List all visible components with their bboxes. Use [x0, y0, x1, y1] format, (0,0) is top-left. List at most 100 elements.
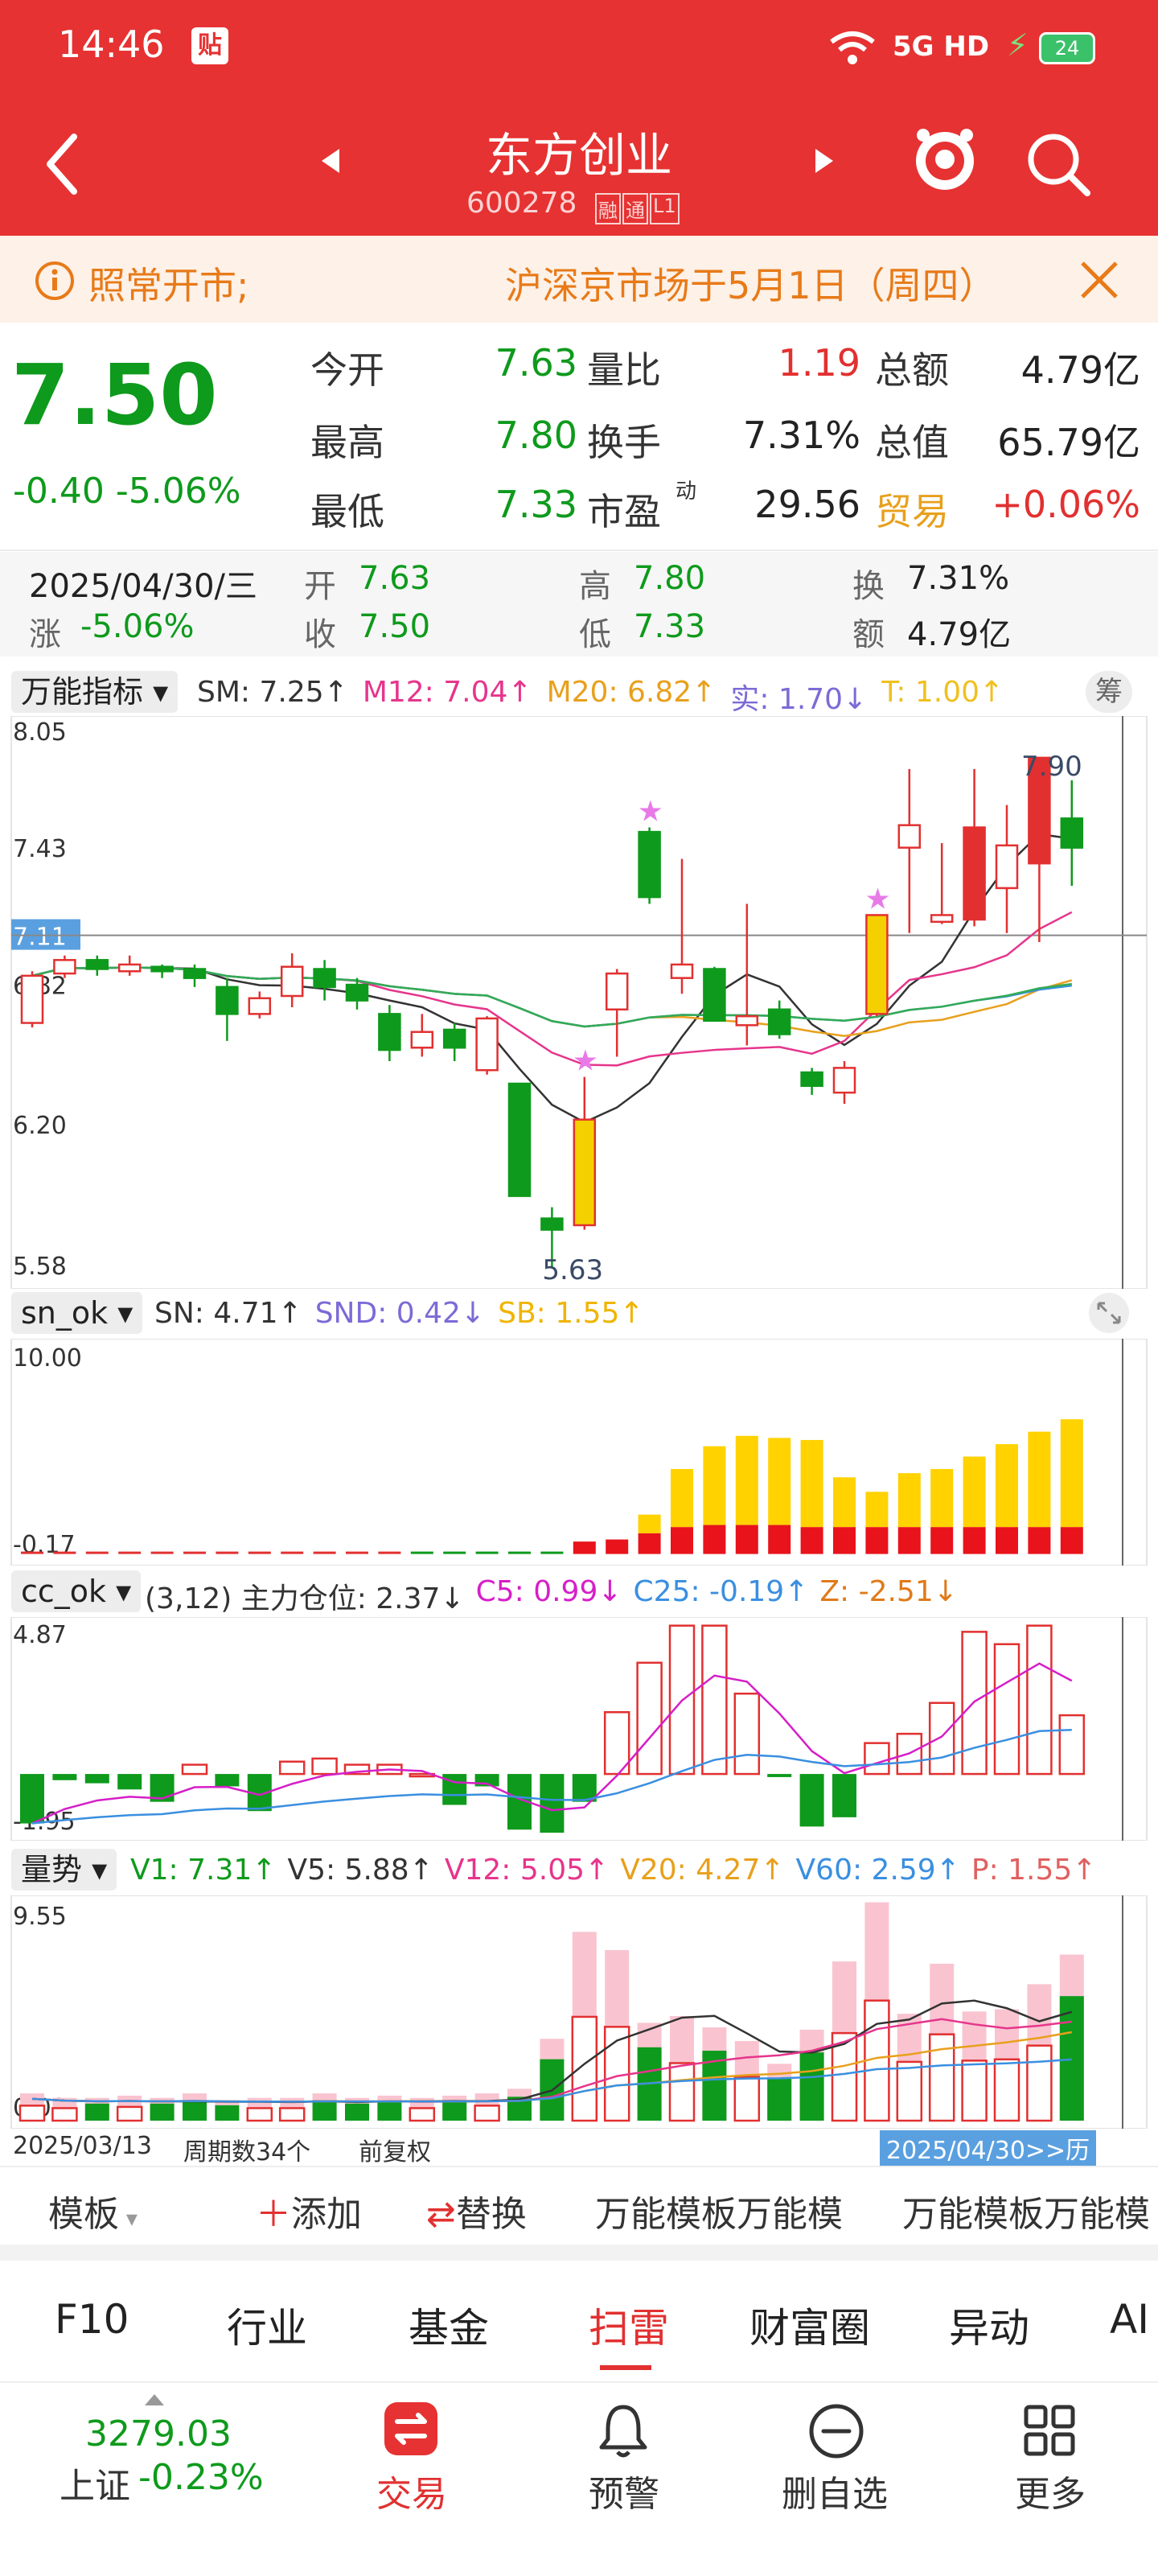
sb-bar: [963, 1456, 986, 1528]
sb-bar: [996, 1444, 1018, 1528]
trade-label[interactable]: 交易: [376, 2474, 447, 2515]
sn-bar: [930, 1527, 954, 1554]
sn-bar: [378, 1551, 401, 1554]
y-axis-label: 8.05: [13, 718, 67, 747]
main-indicator-bar: 万能指标 ▾ SM: 7.25↑ M12: 7.04↑ M20: 6.82↑ 实: 1…: [0, 666, 1158, 718]
candle-body: [85, 959, 109, 970]
quote-value: 29.56: [754, 483, 860, 526]
cc-bar: [603, 1711, 630, 1776]
more-label[interactable]: 更多: [1015, 2474, 1086, 2515]
tab-0[interactable]: F10: [55, 2296, 129, 2343]
indicator-value: V12: 5.05↑: [444, 1854, 610, 1887]
tab-6[interactable]: AI: [1110, 2296, 1149, 2343]
expand-icon[interactable]: [1086, 1292, 1132, 1334]
sn-bar: [833, 1527, 856, 1554]
crosshair-price-tag: [11, 919, 80, 950]
wifi-icon: [830, 31, 875, 64]
chart-frame: [10, 1895, 1148, 2129]
volume-indicator-selector[interactable]: 量势 ▾: [11, 1849, 117, 1891]
chip-distribution-button[interactable]: 筹: [1086, 671, 1132, 713]
quote-label: 总值: [875, 421, 949, 464]
grid-more-icon[interactable]: [1021, 2402, 1078, 2459]
sn-bar: [216, 1551, 239, 1554]
candle-body: [897, 824, 922, 849]
end-date-history[interactable]: 2025/04/30>>历: [880, 2130, 1097, 2166]
volume-bar: [1026, 2044, 1053, 2122]
sb-bar: [800, 1439, 823, 1528]
expand-up-icon[interactable]: [143, 2391, 166, 2407]
charging-icon: ⚡: [1007, 27, 1029, 63]
cc-bar: [701, 1624, 728, 1776]
battery-icon: 24: [1039, 32, 1095, 64]
indicator-value: C5: 0.99↓: [475, 1575, 622, 1608]
bell-icon[interactable]: [595, 2402, 651, 2459]
quote-label: 贸易: [875, 490, 949, 533]
quote-value: 65.79亿: [997, 421, 1140, 464]
sn-indicator-bar: sn_ok ▾ SN: 4.71↑ SND: 0.42↓ SB: 1.55↑: [0, 1287, 1158, 1339]
tab-3[interactable]: 扫雷: [589, 2305, 669, 2352]
sn-bar: [540, 1551, 564, 1554]
candle-body: [995, 844, 1019, 890]
sn-indicator-selector[interactable]: sn_ok ▾: [11, 1292, 143, 1334]
sb-bar: [833, 1477, 856, 1528]
candle-body: [1028, 756, 1051, 865]
quote-label: 今开: [310, 348, 384, 392]
volume-bar: [312, 2100, 337, 2121]
alert-label[interactable]: 预警: [589, 2474, 659, 2515]
cc-bar: [84, 1774, 109, 1784]
cc-bar: [832, 1774, 856, 1817]
candle-body: [410, 1031, 434, 1049]
close-label: 收: [304, 616, 336, 653]
candlestick-chart[interactable]: 8.057.437.116.826.205.58★★★7.905.63: [0, 716, 1158, 1289]
y-axis-label: 10.00: [13, 1344, 82, 1372]
tab-4[interactable]: 财富圈: [749, 2305, 870, 2352]
tab-1[interactable]: 行业: [227, 2305, 307, 2352]
template-item-1[interactable]: 万能模板万能模: [595, 2194, 843, 2235]
add-button[interactable]: ＋添加: [256, 2194, 362, 2235]
low-value: 7.33: [634, 608, 706, 645]
trade-icon[interactable]: [383, 2401, 439, 2457]
index-value[interactable]: 3279.03: [85, 2413, 232, 2455]
cc-bar: [864, 1742, 890, 1776]
cc-bar: [636, 1661, 663, 1776]
adjust-mode[interactable]: 前复权: [359, 2138, 431, 2167]
quote-value: 7.63: [495, 341, 577, 385]
close-value: 7.50: [359, 608, 431, 645]
close-icon[interactable]: [1078, 258, 1121, 302]
next-stock-icon[interactable]: [814, 147, 835, 175]
sb-bar: [865, 1492, 889, 1528]
candle-body: [540, 1217, 564, 1231]
y-axis-label: 9.55: [13, 1903, 67, 1931]
index-change[interactable]: -0.23%: [138, 2457, 264, 2498]
volume-bar: [215, 2105, 240, 2121]
sn-bar: [281, 1551, 304, 1554]
volume-bar: [246, 2107, 273, 2122]
candle-body: [345, 983, 369, 1002]
low-label: 低: [579, 616, 611, 653]
cc-indicator-selector[interactable]: cc_ok ▾: [11, 1570, 142, 1612]
sn-bar: [346, 1551, 368, 1554]
search-icon[interactable]: [1023, 129, 1095, 201]
tab-2[interactable]: 基金: [409, 2305, 489, 2352]
index-name[interactable]: 上证: [60, 2466, 130, 2507]
market-notice-bar[interactable]: 照常开市; 沪深京市场于5月1日（周四）: [0, 236, 1158, 323]
indicator-value: V60: 2.59↑: [795, 1854, 960, 1887]
y-axis-label: 7.43: [13, 835, 67, 863]
template-item-2[interactable]: 万能模板万能模: [902, 2194, 1150, 2235]
volume-bar: [377, 2101, 402, 2121]
replace-button[interactable]: ⇄替换: [426, 2194, 527, 2235]
mascot-icon[interactable]: [909, 121, 981, 201]
prev-stock-icon[interactable]: [320, 147, 341, 175]
back-arrow-icon[interactable]: [42, 132, 82, 196]
template-dropdown[interactable]: 模板 ▾: [48, 2194, 138, 2235]
candle-body: [930, 914, 954, 924]
candle-body: [963, 826, 986, 921]
remove-watchlist-icon[interactable]: [807, 2402, 865, 2460]
main-indicator-selector[interactable]: 万能指标 ▾: [11, 671, 179, 713]
tag-level: L1: [650, 193, 680, 224]
tab-5[interactable]: 异动: [949, 2305, 1029, 2352]
cc-bar: [117, 1774, 142, 1790]
sn-bar: [963, 1527, 986, 1554]
candle-body: [216, 986, 239, 1015]
remove-label[interactable]: 删自选: [782, 2474, 888, 2515]
